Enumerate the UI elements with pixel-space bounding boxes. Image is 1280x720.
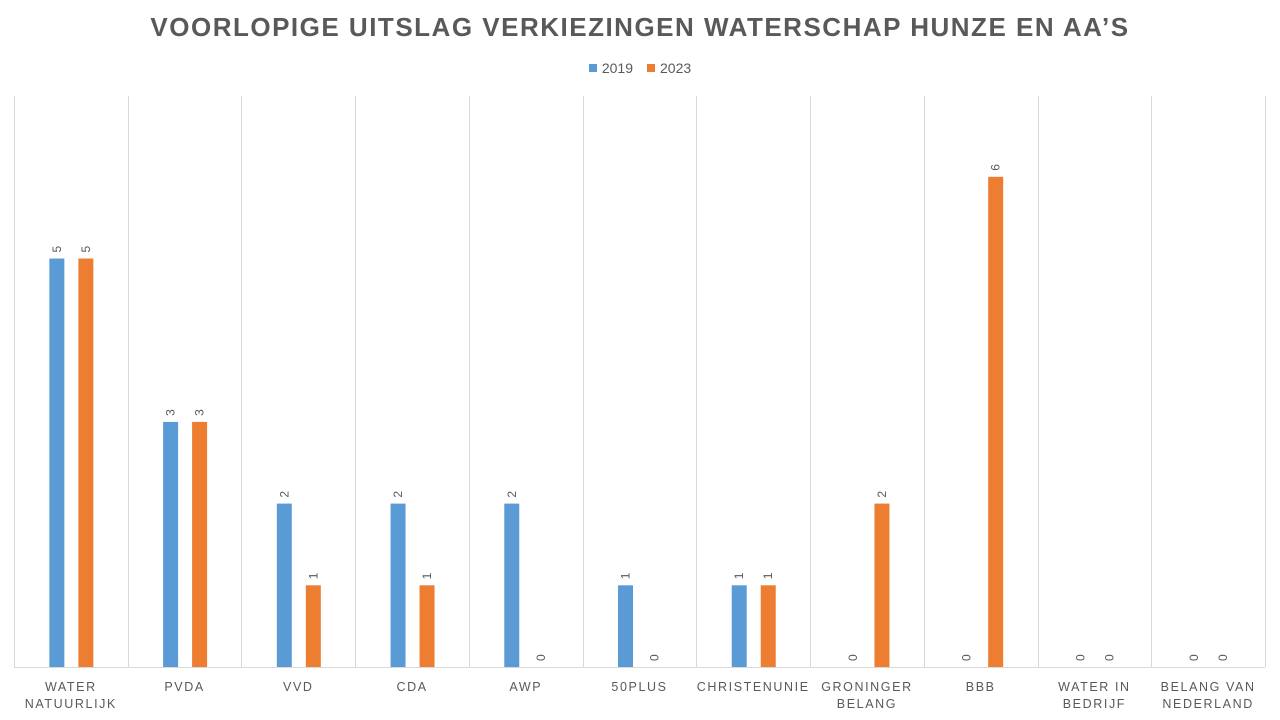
data-label-2023-5: 0 — [648, 654, 662, 661]
bar-2023-0 — [78, 258, 94, 667]
bar-2023-2 — [305, 585, 321, 667]
category-label-4-0: AWP — [509, 680, 542, 694]
category-label-6-0: CHRISTENUNIE — [697, 680, 810, 694]
data-label-2019-10: 0 — [1187, 654, 1201, 661]
category-label-9-1: BEDRIJF — [1063, 697, 1126, 711]
data-label-2019-1: 3 — [164, 409, 178, 416]
category-label-8-0: BBB — [966, 680, 996, 694]
category-label-10-1: NEDERLAND — [1162, 697, 1254, 711]
data-label-2019-6: 1 — [732, 572, 746, 579]
data-label-2019-7: 0 — [846, 654, 860, 661]
data-label-2023-7: 2 — [875, 491, 889, 498]
bar-2019-3 — [390, 503, 406, 667]
data-label-2023-8: 6 — [989, 164, 1003, 171]
data-label-2023-1: 3 — [193, 409, 207, 416]
bar-2019-2 — [276, 503, 292, 667]
category-label-10-0: BELANG VAN — [1161, 680, 1256, 694]
category-label-0-0: WATER — [45, 680, 97, 694]
data-label-2023-6: 1 — [761, 572, 775, 579]
bar-2023-8 — [988, 176, 1004, 668]
bar-2023-3 — [419, 585, 435, 667]
legend-swatch-2019 — [588, 64, 597, 72]
bar-2023-1 — [192, 421, 208, 667]
legend-item-2019: 2019 — [588, 60, 633, 76]
data-label-2019-5: 1 — [619, 572, 633, 579]
data-label-2019-4: 2 — [505, 491, 519, 498]
data-label-2019-0: 5 — [50, 246, 64, 253]
category-label-2-0: VVD — [283, 680, 314, 694]
data-label-2019-8: 0 — [960, 654, 974, 661]
chart-title: VOORLOPIGE UITSLAG VERKIEZINGEN WATERSCH… — [150, 12, 1130, 42]
data-label-2023-0: 5 — [79, 246, 93, 253]
category-label-3-0: CDA — [396, 680, 427, 694]
chart-legend: 2019 2023 — [0, 60, 1280, 76]
data-label-2023-9: 0 — [1102, 654, 1116, 661]
bar-2019-6 — [731, 585, 747, 667]
bar-2019-1 — [163, 421, 179, 667]
data-label-2023-2: 1 — [306, 572, 320, 579]
bar-2023-7 — [874, 503, 890, 667]
category-label-5-0: 50PLUS — [611, 680, 667, 694]
data-label-2019-2: 2 — [277, 491, 291, 498]
legend-swatch-2023 — [647, 64, 655, 72]
bar-2019-5 — [618, 585, 633, 667]
bar-2019-0 — [49, 258, 65, 667]
category-label-7-1: BELANG — [837, 697, 897, 711]
bar-2019-4 — [504, 503, 520, 667]
bar-2023-6 — [760, 585, 776, 667]
data-label-2023-10: 0 — [1216, 654, 1230, 661]
category-label-0-1: NATUURLIJK — [25, 697, 117, 711]
data-label-2019-9: 0 — [1073, 654, 1087, 661]
legend-label-2023: 2023 — [660, 60, 692, 76]
category-label-1-0: PVDA — [164, 680, 204, 694]
category-label-7-0: GRONINGER — [821, 680, 913, 694]
data-label-2019-3: 2 — [391, 491, 405, 498]
legend-label-2019: 2019 — [601, 60, 633, 76]
category-label-9-0: WATER IN — [1058, 680, 1131, 694]
data-label-2023-4: 0 — [534, 654, 548, 661]
data-label-2023-3: 1 — [420, 572, 434, 579]
legend-item-2023: 2023 — [647, 60, 691, 76]
